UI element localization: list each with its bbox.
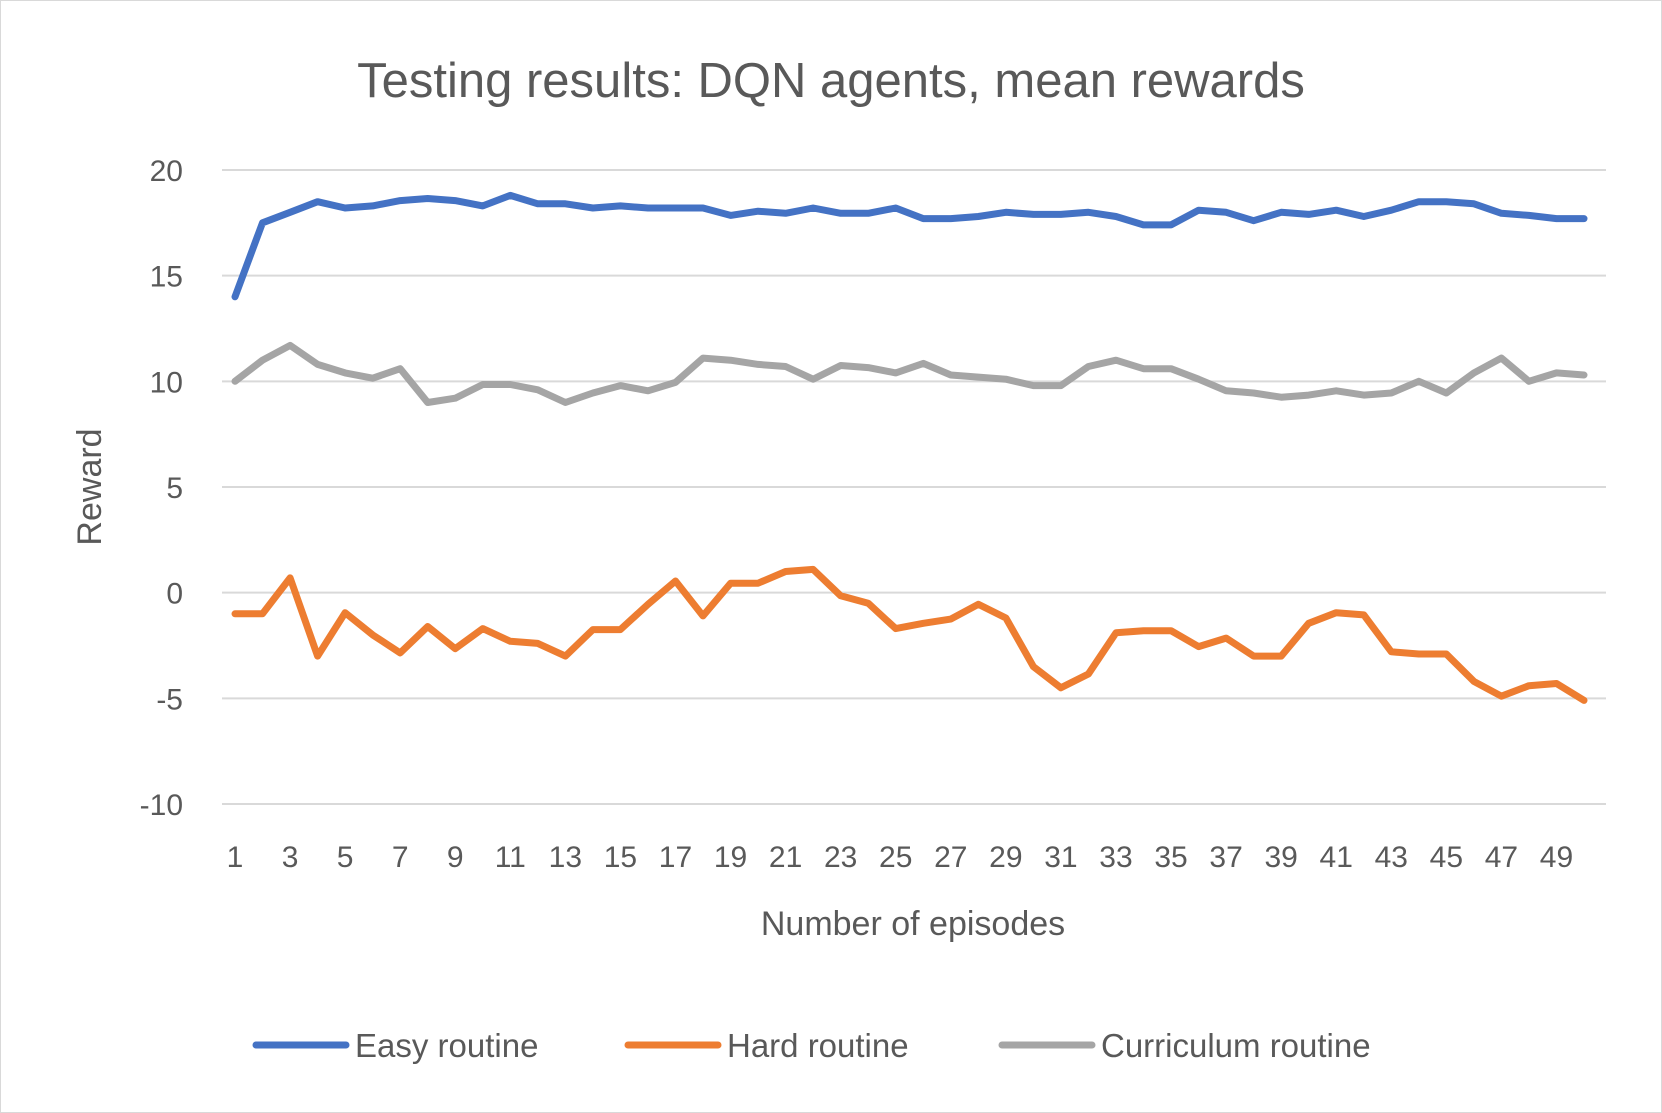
series-line-curriculum-routine [231,341,1588,406]
x-tick-label: 15 [604,841,637,874]
y-axis-title: Reward [71,428,109,545]
x-tick-label: 37 [1209,841,1242,874]
x-tick-label: 33 [1099,841,1132,874]
x-tick-label: 27 [934,841,967,874]
y-tick-label: 10 [150,366,183,399]
x-tick-label: 45 [1430,841,1463,874]
x-tick-label: 43 [1375,841,1408,874]
x-tick-label: 23 [824,841,857,874]
x-tick-label: 7 [392,841,409,874]
x-tick-label: 9 [447,841,464,874]
series-line-hard-routine [231,565,1588,704]
y-axis-ticks: 20 15 10 5 0 -5 -10 [140,155,183,822]
y-tick-label: 0 [166,578,183,611]
y-tick-label: 15 [150,261,183,294]
y-tick-label: -5 [156,683,183,716]
x-tick-label: 3 [282,841,299,874]
x-tick-label: 11 [495,841,526,874]
legend-label: Easy routine [355,1027,538,1064]
x-tick-label: 41 [1320,841,1353,874]
x-tick-label: 49 [1540,841,1573,874]
x-tick-label: 35 [1154,841,1187,874]
x-tick-label: 13 [549,841,582,874]
x-tick-label: 21 [769,841,802,874]
x-tick-label: 47 [1485,841,1518,874]
x-tick-label: 29 [989,841,1022,874]
gridlines [222,169,1606,805]
x-axis-title: Number of episodes [761,905,1065,943]
chart-title: Testing results: DQN agents, mean reward… [357,54,1305,108]
y-tick-label: 5 [166,472,183,505]
x-tick-label: 19 [714,841,747,874]
series-line-easy-routine [231,191,1588,301]
x-axis-ticks: 1 3 5 7 9 11 13 15 17 19 21 23 25 27 29 31 33 35 37 39 41 43 4… [227,841,1574,874]
x-tick-label: 1 [227,841,244,874]
series-lines [231,191,1588,704]
x-tick-label: 17 [659,841,692,874]
x-tick-label: 39 [1264,841,1297,874]
y-tick-label: -10 [140,789,183,822]
y-tick-label: 20 [150,155,183,188]
x-tick-label: 25 [879,841,912,874]
legend-label: Curriculum routine [1101,1027,1371,1064]
legend-label: Hard routine [727,1027,909,1064]
x-tick-label: 5 [337,841,354,874]
x-tick-label: 31 [1044,841,1077,874]
legend: Easy routine Hard routine Curriculum routi… [252,1027,1371,1064]
